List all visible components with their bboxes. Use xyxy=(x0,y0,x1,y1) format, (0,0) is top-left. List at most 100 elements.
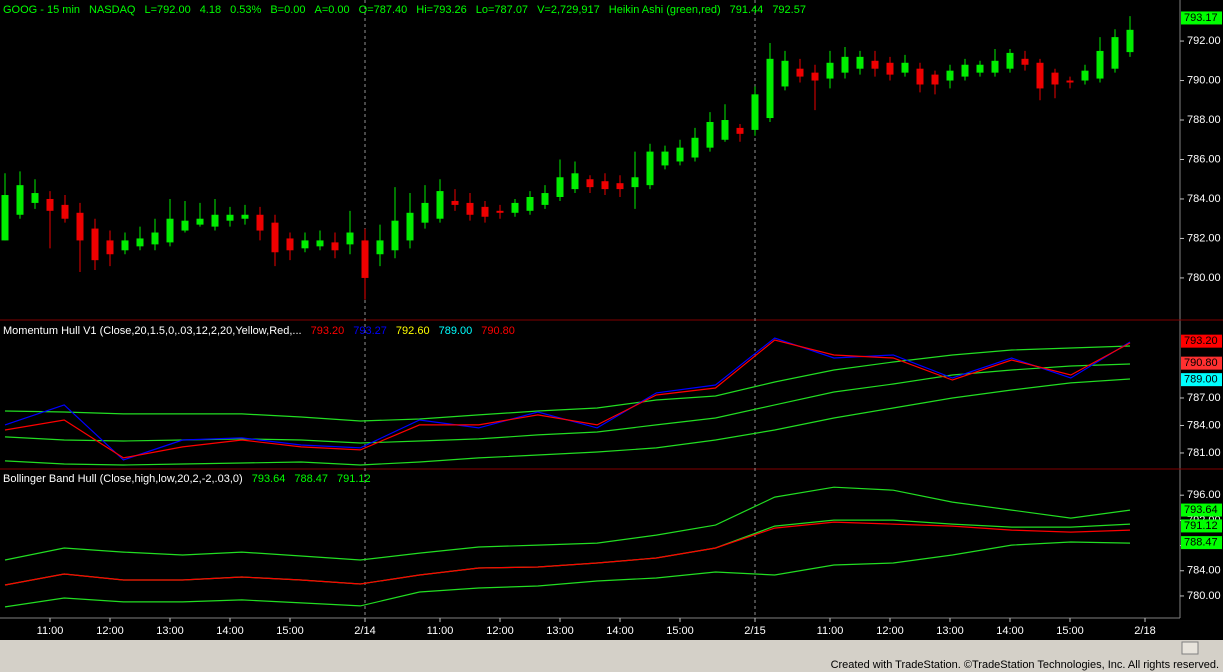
candle-body xyxy=(181,220,189,231)
price-marker xyxy=(1181,503,1222,517)
candle-body xyxy=(31,193,39,203)
indicator-line xyxy=(4,345,1131,422)
y-tick-label: 784.00 xyxy=(1187,193,1221,205)
candle-body xyxy=(316,240,324,247)
price-marker-label: 793.20 xyxy=(1184,335,1218,347)
candle-body xyxy=(346,232,354,245)
x-tick-label: 13:00 xyxy=(936,625,964,637)
price-marker-label: 791.12 xyxy=(1184,520,1218,532)
candle-body xyxy=(196,218,204,225)
candle-body xyxy=(376,240,384,255)
x-tick-label: 13:00 xyxy=(156,625,184,637)
candle-body xyxy=(571,173,579,190)
candle-body xyxy=(691,137,699,158)
header-item: B=0.00 xyxy=(270,4,305,16)
y-tick-label: 780.00 xyxy=(1187,590,1221,602)
candle-body xyxy=(661,151,669,166)
candle-body xyxy=(961,64,969,77)
candle-body xyxy=(481,206,489,217)
candle-body xyxy=(166,218,174,243)
candle-body xyxy=(106,240,114,255)
price-marker xyxy=(1181,536,1222,550)
candle-body xyxy=(151,232,159,245)
candle-body xyxy=(1021,58,1029,65)
candle-body xyxy=(301,240,309,249)
candle-body xyxy=(421,202,429,223)
header-value: 789.00 xyxy=(439,325,473,337)
indicator-line xyxy=(4,521,1131,586)
candle-body xyxy=(1006,52,1014,69)
candle-body xyxy=(616,183,624,190)
candle-body xyxy=(136,238,144,247)
header-value: 793.27 xyxy=(353,325,387,337)
candle-body xyxy=(241,214,249,219)
x-tick-label: 2/15 xyxy=(744,625,765,637)
candle-body xyxy=(511,202,519,213)
candle-body xyxy=(751,94,759,130)
header-value: 788.47 xyxy=(294,473,328,485)
candle-body xyxy=(901,62,909,73)
candle-body xyxy=(76,212,84,241)
candle-body xyxy=(1111,37,1119,69)
y-tick-label: 796.00 xyxy=(1187,489,1221,501)
status-bar xyxy=(0,640,1223,672)
candle-body xyxy=(331,242,339,251)
candle-body xyxy=(91,228,99,261)
panel-title: Bollinger Band Hull (Close,high,low,20,2… xyxy=(3,473,243,485)
candle-body xyxy=(916,68,924,85)
header-item: 792.57 xyxy=(772,4,806,16)
header-item: V=2,729,917 xyxy=(537,4,600,16)
x-tick-label: 2/18 xyxy=(1134,625,1155,637)
price-marker-label: 793.64 xyxy=(1184,504,1218,516)
candle-body xyxy=(286,238,294,251)
indicator-line xyxy=(4,486,1131,561)
x-tick-label: 2/14 xyxy=(354,625,375,637)
candle-body xyxy=(646,151,654,186)
candle-body xyxy=(736,127,744,134)
candle-body xyxy=(826,62,834,79)
price-marker xyxy=(1181,11,1222,25)
header-item: Hi=793.26 xyxy=(416,4,466,16)
x-tick-label: 12:00 xyxy=(96,625,124,637)
indicator-line xyxy=(4,378,1131,466)
candle-body xyxy=(676,147,684,162)
candle-body xyxy=(931,74,939,85)
price-marker-label: 790.80 xyxy=(1184,357,1218,369)
price-marker-label: 793.17 xyxy=(1184,12,1218,24)
x-tick-label: 14:00 xyxy=(996,625,1024,637)
panel-title: Momentum Hull V1 (Close,20,1.5,0,.03,12,… xyxy=(3,325,302,337)
candle-body xyxy=(466,202,474,215)
candle-body xyxy=(796,68,804,77)
header-item: Heikin Ashi (green,red) xyxy=(609,4,721,16)
y-tick-label: 782.00 xyxy=(1187,232,1221,244)
scroll-button[interactable] xyxy=(1181,641,1199,655)
header-value: 792.60 xyxy=(396,325,430,337)
candle-body xyxy=(271,222,279,253)
candle-body xyxy=(586,179,594,188)
candle-body xyxy=(16,185,24,215)
header-value: 791.12 xyxy=(337,473,371,485)
price-marker-label: 788.47 xyxy=(1184,537,1218,549)
candle-body xyxy=(886,62,894,75)
candle-body xyxy=(976,64,984,73)
footer: Created with TradeStation. ©TradeStation… xyxy=(831,659,1219,671)
candle-body xyxy=(496,210,504,213)
y-tick-label: 787.00 xyxy=(1187,392,1221,404)
y-tick-label: 788.00 xyxy=(1187,114,1221,126)
header-item: Lo=787.07 xyxy=(476,4,528,16)
price-marker xyxy=(1181,356,1222,370)
candle-body xyxy=(721,120,729,140)
x-tick-label: 14:00 xyxy=(216,625,244,637)
candle-body xyxy=(226,214,234,221)
x-tick-label: 15:00 xyxy=(1056,625,1084,637)
candle-body xyxy=(766,58,774,119)
y-tick-label: 780.00 xyxy=(1187,272,1221,284)
candle-body xyxy=(706,121,714,148)
candle-body xyxy=(841,56,849,73)
header-item: L=792.00 xyxy=(145,4,191,16)
price-marker-label: 789.00 xyxy=(1184,374,1218,386)
x-tick-label: 13:00 xyxy=(546,625,574,637)
price-marker xyxy=(1181,334,1222,348)
header-item: A=0.00 xyxy=(314,4,349,16)
